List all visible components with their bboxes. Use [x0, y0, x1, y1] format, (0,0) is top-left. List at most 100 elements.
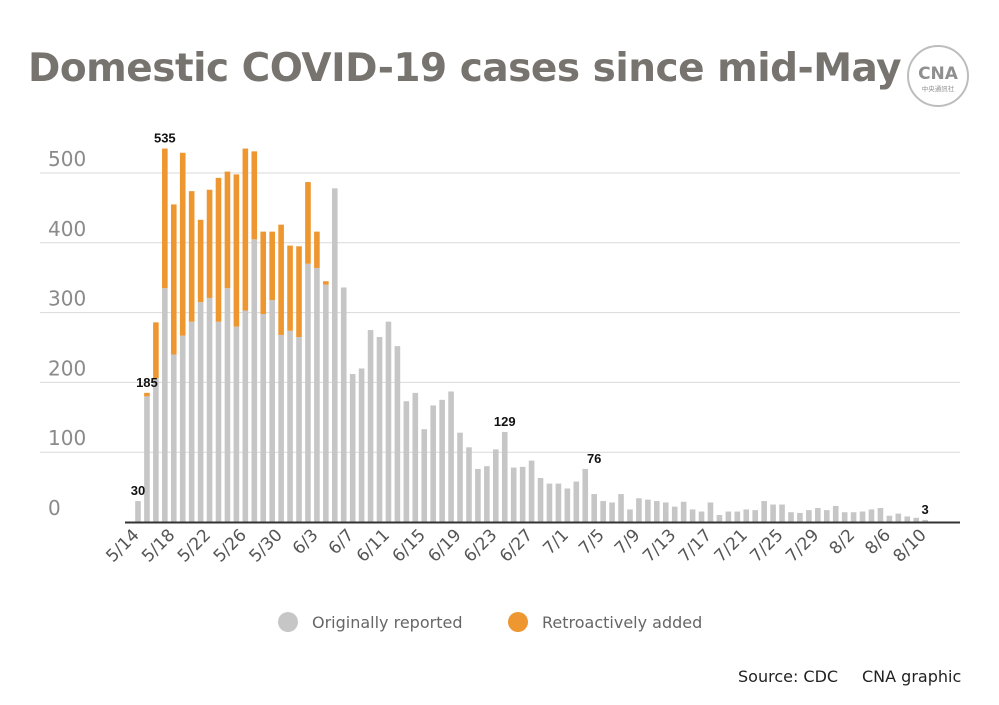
bar-originally-reported-6/9	[367, 330, 374, 522]
bars	[135, 148, 928, 523]
bar-originally-reported-8/10	[922, 519, 928, 522]
bar-originally-reported-5/31	[287, 330, 293, 522]
data-labels: 30 185 535 129 76 3	[131, 131, 929, 517]
bar-originally-reported-5/18	[170, 354, 177, 522]
bar-retroactively-added-5/22	[206, 189, 213, 298]
bar-retroactively-added-5/20	[188, 191, 195, 322]
bar-originally-reported-7/12	[662, 502, 669, 522]
x-tick-label-6/23: 6/23	[460, 525, 501, 566]
bar-originally-reported-7/25	[779, 504, 785, 522]
bar-originally-reported-7/2	[573, 481, 580, 522]
bar-originally-reported-7/20	[734, 511, 741, 522]
bar-retroactively-added-5/29	[269, 231, 275, 301]
bar-originally-reported-7/24	[770, 504, 776, 522]
logo-text: CNA	[918, 64, 959, 84]
bar-originally-reported-6/4	[323, 284, 329, 522]
bar-retroactively-added-5/17	[162, 148, 168, 289]
bar-originally-reported-7/13	[671, 506, 678, 522]
bar-retroactively-added-5/27	[251, 151, 258, 240]
bar-originally-reported-7/7	[618, 494, 624, 522]
bar-retroactively-added-5/18	[170, 204, 177, 355]
bar-originally-reported-7/10	[645, 499, 651, 522]
data-label-5/15: 185	[136, 375, 158, 390]
data-label-6/24: 129	[494, 414, 516, 429]
x-tick-label-8/10: 8/10	[890, 525, 931, 566]
bar-originally-reported-7/18	[716, 515, 723, 522]
bar-originally-reported-6/26	[519, 466, 526, 522]
bar-originally-reported-6/11	[385, 321, 392, 522]
cna-logo-icon: CNA 中央通訊社	[907, 45, 969, 107]
data-label-5/17: 535	[154, 131, 176, 146]
bar-originally-reported-6/27	[528, 460, 535, 522]
x-tick-label-5/22: 5/22	[174, 525, 215, 566]
bar-originally-reported-5/17	[162, 288, 168, 522]
bar-originally-reported-7/4	[591, 494, 597, 522]
bar-originally-reported-6/18	[448, 391, 454, 522]
bar-originally-reported-8/1	[841, 512, 848, 522]
x-tick-label-6/27: 6/27	[496, 525, 537, 566]
x-tick-label-5/30: 5/30	[246, 525, 287, 566]
bar-originally-reported-6/14	[412, 392, 419, 522]
y-tick-label-200: 200	[48, 356, 86, 380]
bar-originally-reported-7/8	[627, 509, 633, 522]
bar-originally-reported-5/21	[197, 302, 204, 522]
bar-originally-reported-6/17	[439, 399, 445, 522]
bar-originally-reported-6/6	[340, 287, 347, 522]
bar-originally-reported-6/24	[501, 431, 508, 522]
bar-originally-reported-7/26	[788, 512, 794, 522]
bar-originally-reported-8/4	[868, 509, 875, 522]
x-tick-label-5/26: 5/26	[210, 525, 251, 566]
bar-originally-reported-7/11	[654, 501, 660, 522]
source-note: Source: CDC	[738, 667, 839, 686]
bar-originally-reported-6/28	[537, 478, 544, 522]
bar-retroactively-added-5/23	[215, 177, 222, 322]
bar-originally-reported-6/3	[314, 267, 320, 522]
bar-originally-reported-5/29	[269, 300, 275, 522]
bar-originally-reported-6/19	[457, 432, 463, 522]
logo-subtext: 中央通訊社	[922, 84, 955, 93]
bar-originally-reported-6/10	[376, 337, 383, 522]
bar-retroactively-added-5/19	[179, 152, 186, 336]
bar-originally-reported-6/22	[484, 466, 490, 522]
bar-originally-reported-6/23	[493, 449, 499, 522]
bar-originally-reported-5/22	[206, 297, 213, 522]
bar-originally-reported-7/16	[698, 511, 705, 522]
bar-originally-reported-5/19	[179, 335, 186, 522]
bar-originally-reported-7/1	[564, 488, 571, 522]
bar-originally-reported-6/5	[331, 188, 338, 523]
bar-retroactively-added-5/28	[260, 231, 267, 314]
bar-retroactively-added-6/3	[314, 231, 320, 268]
x-tick-label-5/18: 5/18	[138, 525, 179, 566]
bar-originally-reported-7/6	[609, 502, 615, 522]
bar-originally-reported-5/15	[144, 396, 150, 522]
x-tick-label-6/15: 6/15	[389, 525, 430, 566]
x-tick-label-6/3: 6/3	[289, 525, 322, 558]
bar-retroactively-added-5/21	[197, 219, 204, 303]
bar-originally-reported-8/7	[895, 513, 902, 522]
bar-originally-reported-8/9	[913, 517, 920, 522]
bar-retroactively-added-5/31	[287, 245, 293, 331]
x-tick-label-7/5: 7/5	[575, 525, 608, 558]
y-tick-label-0: 0	[48, 496, 61, 520]
x-tick-label-8/2: 8/2	[826, 525, 859, 558]
bar-originally-reported-7/17	[707, 502, 714, 522]
bar-retroactively-added-6/1	[296, 246, 302, 338]
x-tick-label-7/17: 7/17	[675, 525, 716, 566]
y-tick-label-400: 400	[48, 217, 86, 241]
bar-originally-reported-6/30	[555, 483, 562, 522]
y-tick-label-500: 500	[48, 147, 86, 171]
bar-originally-reported-5/30	[278, 334, 284, 522]
bar-retroactively-added-5/24	[224, 171, 231, 289]
data-label-7/4: 76	[587, 451, 601, 466]
bar-originally-reported-7/22	[752, 510, 759, 522]
data-label-5/14: 30	[131, 483, 145, 498]
y-axis-ticks: 0 100 200 300 400 500	[48, 147, 86, 520]
x-tick-label-6/11: 6/11	[353, 525, 394, 566]
x-tick-label-7/21: 7/21	[711, 525, 752, 566]
bar-originally-reported-8/6	[886, 515, 893, 522]
bar-originally-reported-7/19	[725, 511, 732, 522]
bar-originally-reported-7/31	[832, 505, 839, 522]
bar-originally-reported-5/24	[224, 288, 231, 522]
bar-retroactively-added-5/15	[144, 392, 150, 397]
